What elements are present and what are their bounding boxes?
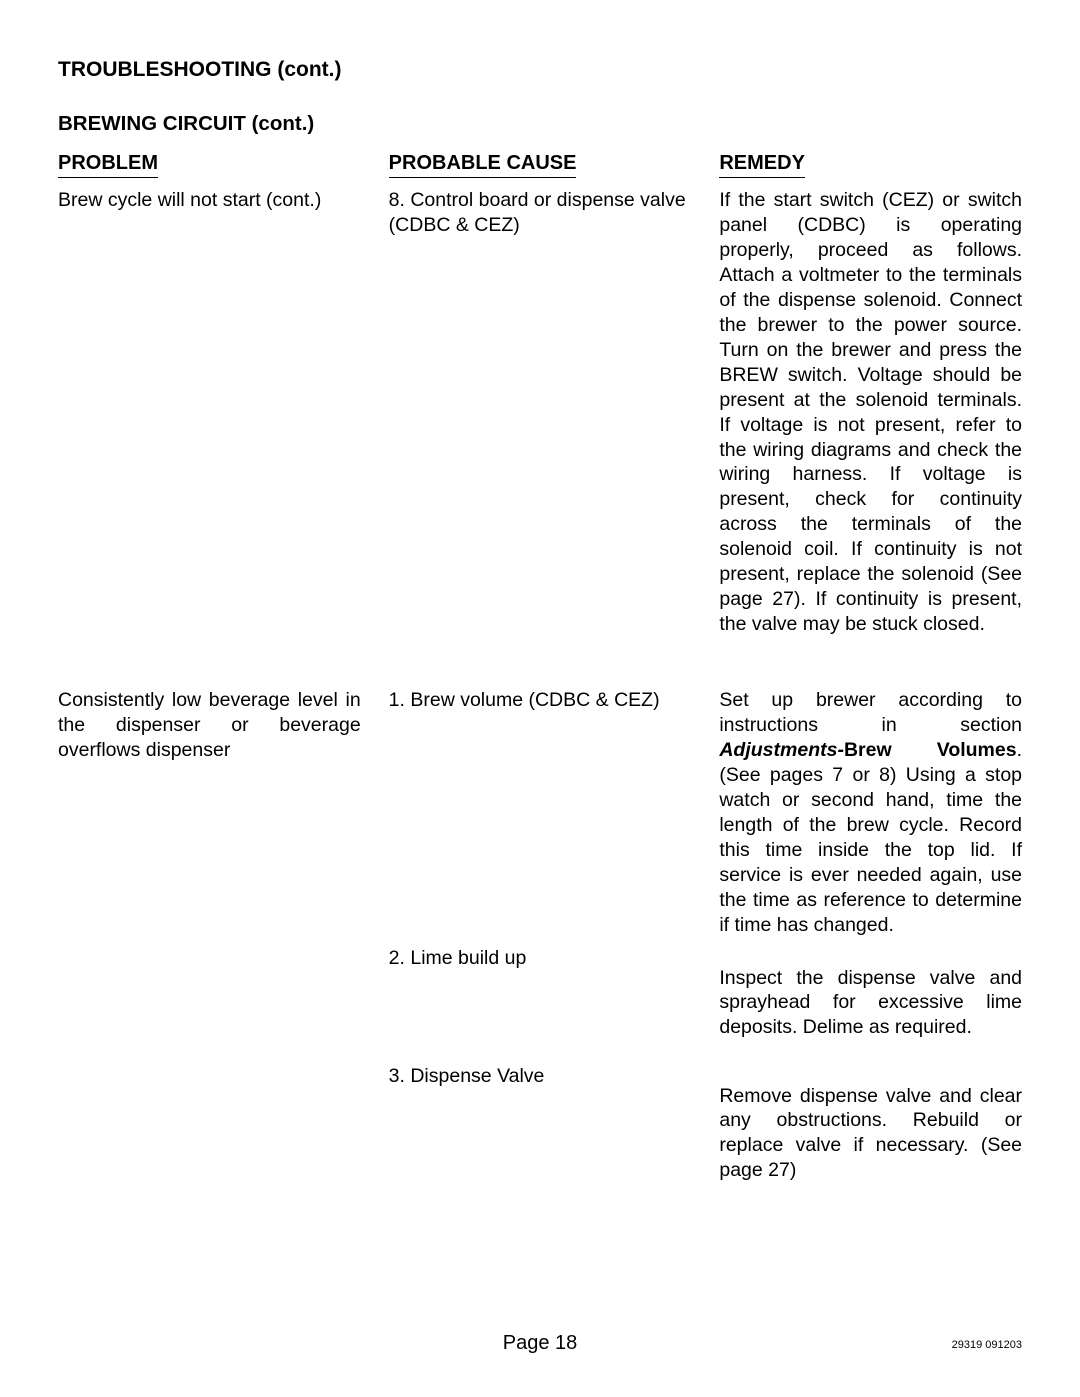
document-number: 29319 091203: [952, 1339, 1022, 1351]
column-header-problem: PROBLEM: [58, 152, 158, 178]
remedy-bold: Brew Volumes: [844, 739, 1017, 761]
problem-text: Brew cycle will not start (cont.): [58, 188, 361, 660]
column-header-remedy: REMEDY: [719, 152, 805, 178]
remedy-text: Inspect the dispense valve and sprayhead…: [719, 966, 1022, 1056]
column-remedy: REMEDY If the start switch (CEZ) or swit…: [719, 152, 1022, 1211]
column-problem: PROBLEM Brew cycle will not start (cont.…: [58, 152, 361, 1211]
remedy-text: If the start switch (CEZ) or switch pane…: [719, 188, 1022, 660]
column-header-cause: PROBABLE CAUSE: [389, 152, 577, 178]
problem-text: Consistently low beverage level in the d…: [58, 688, 361, 918]
page-number: Page 18: [0, 1332, 1080, 1355]
section-title: TROUBLESHOOTING (cont.): [58, 58, 1022, 82]
page-content: TROUBLESHOOTING (cont.) BREWING CIRCUIT …: [0, 0, 1080, 1211]
remedy-post: . (See pages 7 or 8) Using a stop watch …: [719, 739, 1022, 936]
subsection-title: BREWING CIRCUIT (cont.): [58, 112, 1022, 136]
troubleshooting-table: PROBLEM Brew cycle will not start (cont.…: [58, 152, 1022, 1211]
cause-text: 1. Brew volume (CDBC & CEZ): [389, 688, 692, 918]
remedy-text: Remove dispense valve and clear any obst…: [719, 1084, 1022, 1184]
cause-text: 3. Dispense Valve: [389, 1064, 692, 1089]
remedy-pre: Set up brewer according to instructions …: [719, 689, 1022, 736]
remedy-text: Set up brewer according to instructions …: [719, 688, 1022, 938]
column-cause: PROBABLE CAUSE 8. Control board or dispe…: [389, 152, 692, 1211]
cause-text: 8. Control board or dispense valve (CDBC…: [389, 188, 692, 660]
remedy-emph: Adjustments-: [719, 739, 844, 761]
cause-text: 2. Lime build up: [389, 946, 692, 1036]
problem-text: [58, 946, 361, 1036]
